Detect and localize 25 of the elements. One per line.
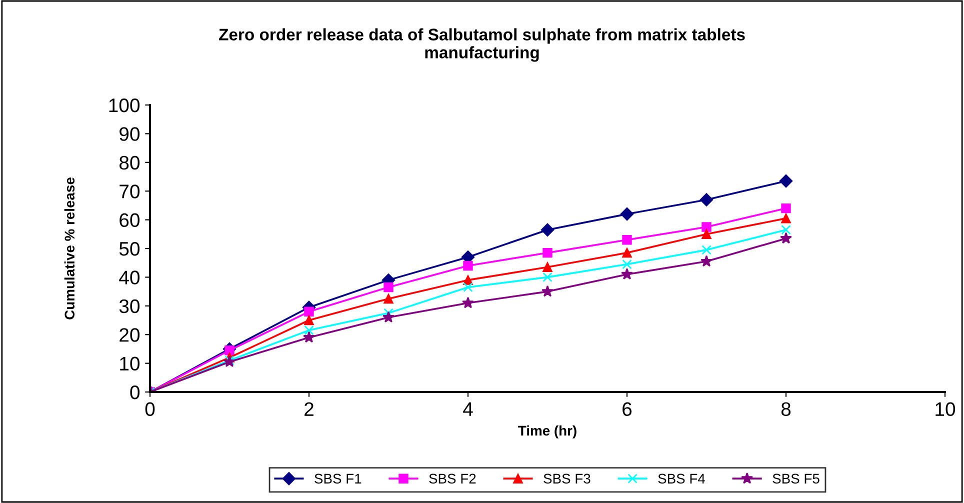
x-axis-title: Time (hr): [518, 425, 576, 438]
x-tick-label: 0: [145, 402, 155, 416]
x-tick-label: 2: [304, 402, 314, 416]
y-axis-title: Cumulative % release: [64, 178, 75, 320]
y-tick-label: 80: [119, 156, 140, 170]
chart-title: Zero order release data of Salbutamol sulphate from matrix tablets manufacturing: [219, 28, 745, 62]
legend-label: SBS F1: [314, 474, 362, 484]
y-tick-label: 90: [120, 127, 140, 141]
x-tick-label: 6: [622, 402, 632, 416]
x-tick-label: 4: [463, 402, 473, 416]
y-tick-label: 40: [119, 270, 140, 284]
y-tick-label: 20: [120, 328, 140, 342]
x-tick-label: 8: [781, 402, 791, 416]
y-tick-label: 60: [120, 213, 140, 228]
y-tick-label: 100: [109, 98, 140, 112]
legend-label: SBS F2: [429, 474, 476, 484]
y-tick-label: 30: [119, 299, 140, 314]
x-tick-label: 10: [936, 402, 956, 416]
y-tick-label: 0: [130, 385, 140, 400]
legend-label: SBS F4: [658, 474, 705, 484]
y-tick-label: 50: [119, 242, 140, 256]
y-tick-label: 10: [120, 356, 140, 371]
y-tick-label: 70: [120, 184, 140, 198]
legend-label: SBS F3: [544, 474, 590, 484]
legend-label: SBS F5: [772, 474, 820, 484]
